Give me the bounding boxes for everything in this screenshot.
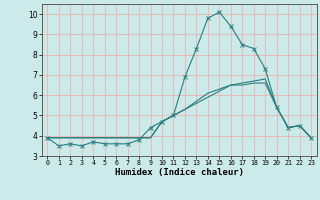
X-axis label: Humidex (Indice chaleur): Humidex (Indice chaleur) — [115, 168, 244, 177]
